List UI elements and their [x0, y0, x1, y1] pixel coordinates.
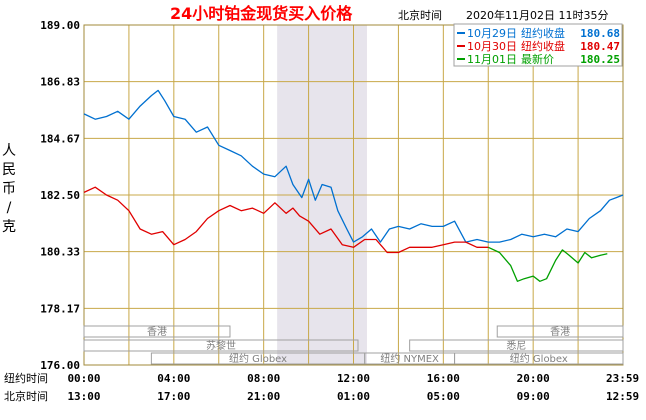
y-tick-label: 184.67	[40, 132, 80, 145]
market-ny-globex-label: 纽约 Globex	[229, 352, 287, 365]
y-tick-label: 186.83	[40, 76, 80, 89]
x-tick-bj: 17:00	[157, 390, 190, 403]
legend-date: 11月01日	[467, 53, 517, 66]
legend-value: 180.47	[580, 40, 620, 53]
x-tick-bj: 13:00	[67, 390, 100, 403]
x-tick-ny: 23:59	[606, 372, 639, 385]
x-tick-bj: 09:00	[517, 390, 550, 403]
legend-desc: 纽约收盘	[521, 39, 565, 53]
market-hongkong-2-label: 香港	[550, 326, 570, 338]
bj-time-row-label: 北京时间	[4, 389, 48, 403]
y-axis-label: 人民币 / 克	[2, 143, 16, 235]
x-axis-ticks: 00:00 04:00 08:00 12:00 16:00 20:00 23:59 13:00…	[67, 372, 639, 403]
x-tick-bj: 05:00	[427, 390, 460, 403]
y-tick-label: 178.17	[40, 302, 80, 315]
legend-value: 180.25	[580, 53, 620, 66]
market-hongkong-box	[83, 325, 231, 338]
x-tick-bj: 21:00	[247, 390, 280, 403]
series-line-0	[83, 89, 624, 243]
market-ny-nymex-label: 纽约 NYMEX	[380, 352, 439, 365]
market-sydney-box	[409, 339, 624, 352]
y-label-char: 克	[2, 219, 16, 235]
legend-desc: 纽约收盘	[521, 26, 565, 40]
x-tick-bj: 01:00	[337, 390, 370, 403]
ny-time-row-label: 纽约时间	[4, 371, 48, 385]
market-zurich-box	[83, 339, 359, 352]
market-hongkong-2-box	[496, 325, 624, 338]
x-tick-ny: 20:00	[517, 372, 550, 385]
y-label-char: 人	[2, 143, 16, 159]
y-label-char: /	[7, 200, 12, 216]
legend-date: 10月29日	[467, 27, 517, 40]
legend-value: 180.68	[580, 27, 620, 40]
grid-lines	[83, 24, 624, 366]
y-tick-label: 180.33	[40, 246, 80, 259]
series-layer	[83, 89, 624, 282]
legend-box	[453, 23, 623, 67]
legend: 10月29日 纽约收盘 180.68 10月30日 纽约收盘 180.47 11月01日 最新…	[453, 23, 623, 67]
series-line-1	[83, 186, 489, 254]
market-sydney-label: 悉尼	[506, 340, 526, 352]
x-tick-ny: 08:00	[247, 372, 280, 385]
x-tick-ny: 04:00	[157, 372, 190, 385]
x-tick-ny: 16:00	[427, 372, 460, 385]
timezone-label: 北京时间	[398, 8, 442, 22]
legend-date: 10月30日	[467, 40, 517, 53]
y-tick-label: 189.00	[40, 19, 80, 32]
x-tick-ny: 00:00	[67, 372, 100, 385]
y-tick-label: 182.50	[40, 189, 80, 202]
market-ny-globex-2-label: 纽约 Globex	[510, 352, 568, 365]
y-label-char: 民	[2, 162, 16, 178]
market-zurich-label: 苏黎世	[206, 339, 236, 352]
timestamp: 2020年11月02日 11时35分	[466, 8, 608, 22]
series-line-2	[488, 246, 608, 282]
market-hongkong-label: 香港	[147, 326, 167, 338]
x-tick-ny: 12:00	[337, 372, 370, 385]
y-label-char: 币	[2, 181, 16, 197]
y-axis-ticks: 189.00 186.83 184.67 182.50 180.33 178.17 176.…	[40, 19, 80, 372]
legend-desc: 最新价	[521, 52, 554, 66]
chart-title: 24小时铂金现货买入价格	[170, 4, 353, 23]
x-tick-bj: 12:59	[606, 390, 639, 403]
y-tick-label: 176.00	[40, 359, 80, 372]
market-ny-globex-2-box	[454, 352, 624, 365]
